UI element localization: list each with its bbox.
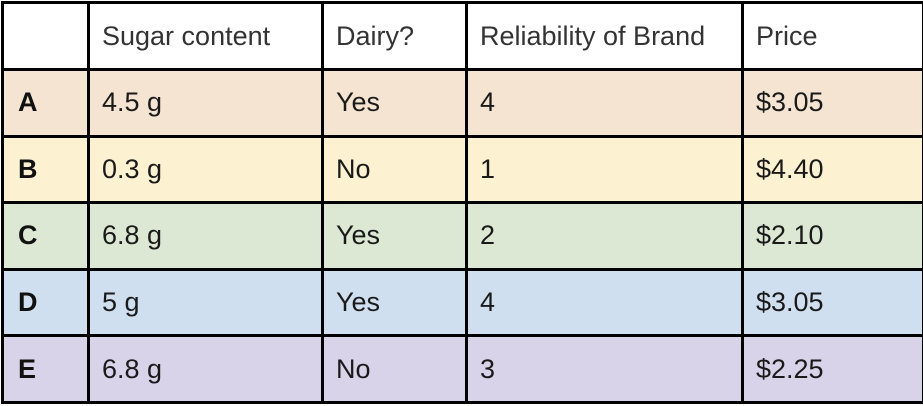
table-row: B 0.3 g No 1 $4.40 xyxy=(3,136,923,203)
header-row: Sugar content Dairy? Reliability of Bran… xyxy=(3,3,923,70)
reliability-cell: 1 xyxy=(467,136,743,203)
row-label: D xyxy=(3,269,89,336)
sugar-cell: 6.8 g xyxy=(89,336,323,403)
price-cell: $4.40 xyxy=(743,136,923,203)
dairy-cell: Yes xyxy=(323,203,467,270)
header-corner-cell xyxy=(3,3,89,70)
table-row: E 6.8 g No 3 $2.25 xyxy=(3,336,923,403)
table-row: D 5 g Yes 4 $3.05 xyxy=(3,269,923,336)
dairy-cell: Yes xyxy=(323,70,467,137)
sugar-cell: 5 g xyxy=(89,269,323,336)
price-cell: $2.25 xyxy=(743,336,923,403)
row-label: C xyxy=(3,203,89,270)
table-row: C 6.8 g Yes 2 $2.10 xyxy=(3,203,923,270)
price-cell: $3.05 xyxy=(743,70,923,137)
row-label: A xyxy=(3,70,89,137)
dairy-cell: No xyxy=(323,336,467,403)
sugar-cell: 0.3 g xyxy=(89,136,323,203)
sugar-cell: 6.8 g xyxy=(89,203,323,270)
header-reliability: Reliability of Brand xyxy=(467,3,743,70)
sugar-cell: 4.5 g xyxy=(89,70,323,137)
header-price: Price xyxy=(743,3,923,70)
reliability-cell: 4 xyxy=(467,70,743,137)
table-row: A 4.5 g Yes 4 $3.05 xyxy=(3,70,923,137)
header-sugar-content: Sugar content xyxy=(89,3,323,70)
price-cell: $2.10 xyxy=(743,203,923,270)
reliability-cell: 2 xyxy=(467,203,743,270)
row-label: B xyxy=(3,136,89,203)
header-dairy: Dairy? xyxy=(323,3,467,70)
dairy-cell: Yes xyxy=(323,269,467,336)
reliability-cell: 3 xyxy=(467,336,743,403)
price-cell: $3.05 xyxy=(743,269,923,336)
dairy-cell: No xyxy=(323,136,467,203)
reliability-cell: 4 xyxy=(467,269,743,336)
row-label: E xyxy=(3,336,89,403)
